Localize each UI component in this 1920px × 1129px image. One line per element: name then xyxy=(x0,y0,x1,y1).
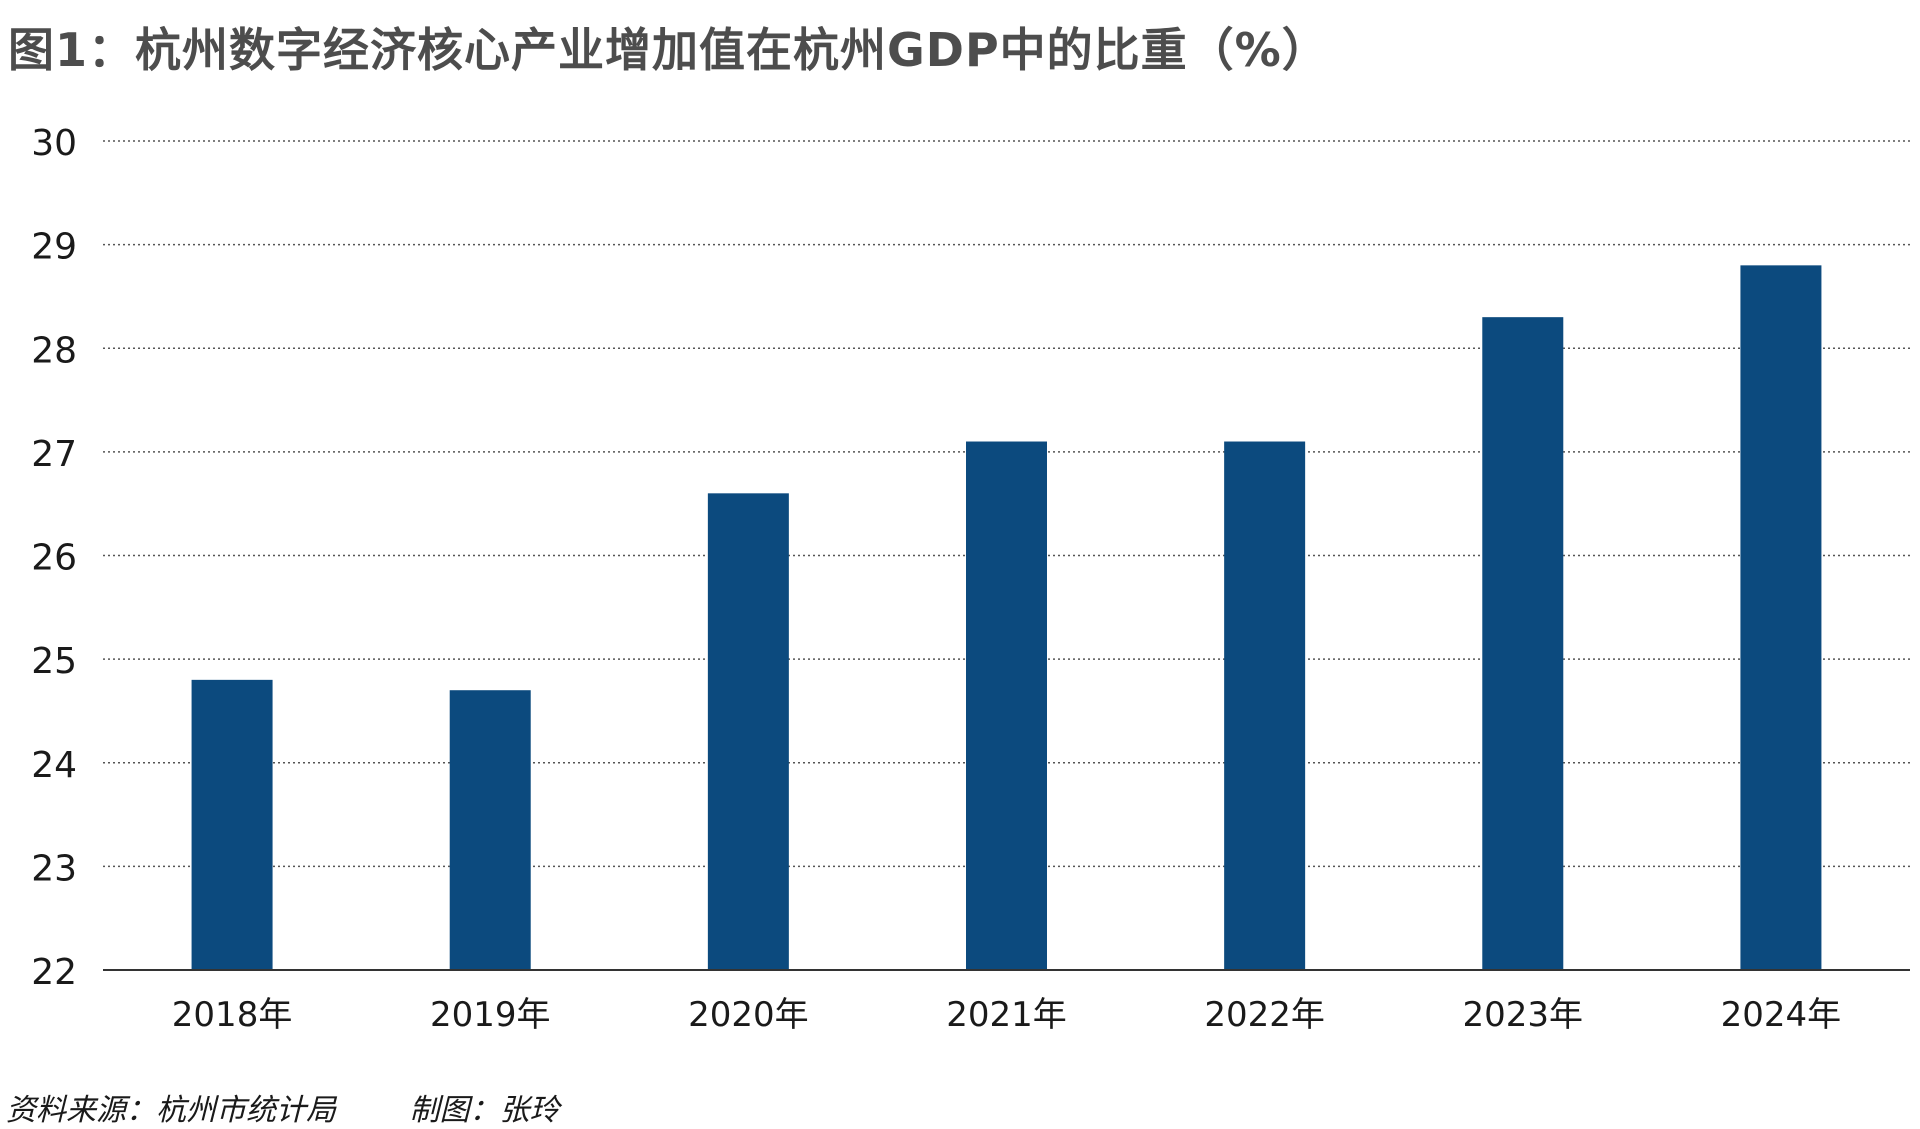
y-tick-label: 27 xyxy=(31,434,77,475)
grid-lines xyxy=(103,140,1910,868)
bar xyxy=(191,679,273,970)
bar xyxy=(707,493,789,970)
x-axis-ticks: 2018年 2019年 2020年 2021年 2022年 2023年 2024年 xyxy=(172,995,1841,1035)
x-tick-label: 2021年 xyxy=(946,995,1067,1035)
credit-note: 制图：张玲 xyxy=(409,1093,560,1128)
chart-title: 图1：杭州数字经济核心产业增加值在杭州GDP中的比重（%） xyxy=(8,23,1329,77)
bars xyxy=(191,265,1822,971)
x-tick-label: 2020年 xyxy=(688,995,809,1035)
chart-footer: 资料来源：杭州市统计局 制图：张玲 xyxy=(6,1085,560,1129)
y-tick-label: 22 xyxy=(31,952,77,993)
x-tick-label: 2019年 xyxy=(430,995,551,1035)
source-note: 资料来源：杭州市统计局 xyxy=(6,1093,336,1128)
x-tick-label: 2022年 xyxy=(1204,995,1325,1035)
y-axis-ticks: 22 23 24 25 26 27 28 29 30 xyxy=(31,123,77,993)
y-tick-label: 24 xyxy=(31,745,77,786)
x-tick-label: 2018年 xyxy=(172,995,293,1035)
y-tick-label: 29 xyxy=(31,227,77,268)
bar xyxy=(966,441,1047,970)
bar xyxy=(1224,441,1306,970)
y-tick-label: 23 xyxy=(31,848,77,889)
y-tick-label: 28 xyxy=(31,330,77,371)
bar xyxy=(1740,265,1822,971)
x-tick-label: 2024年 xyxy=(1721,995,1842,1035)
bar xyxy=(1482,317,1564,971)
y-tick-label: 30 xyxy=(31,123,77,164)
bar xyxy=(449,690,531,970)
x-tick-label: 2023年 xyxy=(1463,995,1584,1035)
y-tick-label: 26 xyxy=(31,538,77,579)
y-tick-label: 25 xyxy=(31,641,77,682)
